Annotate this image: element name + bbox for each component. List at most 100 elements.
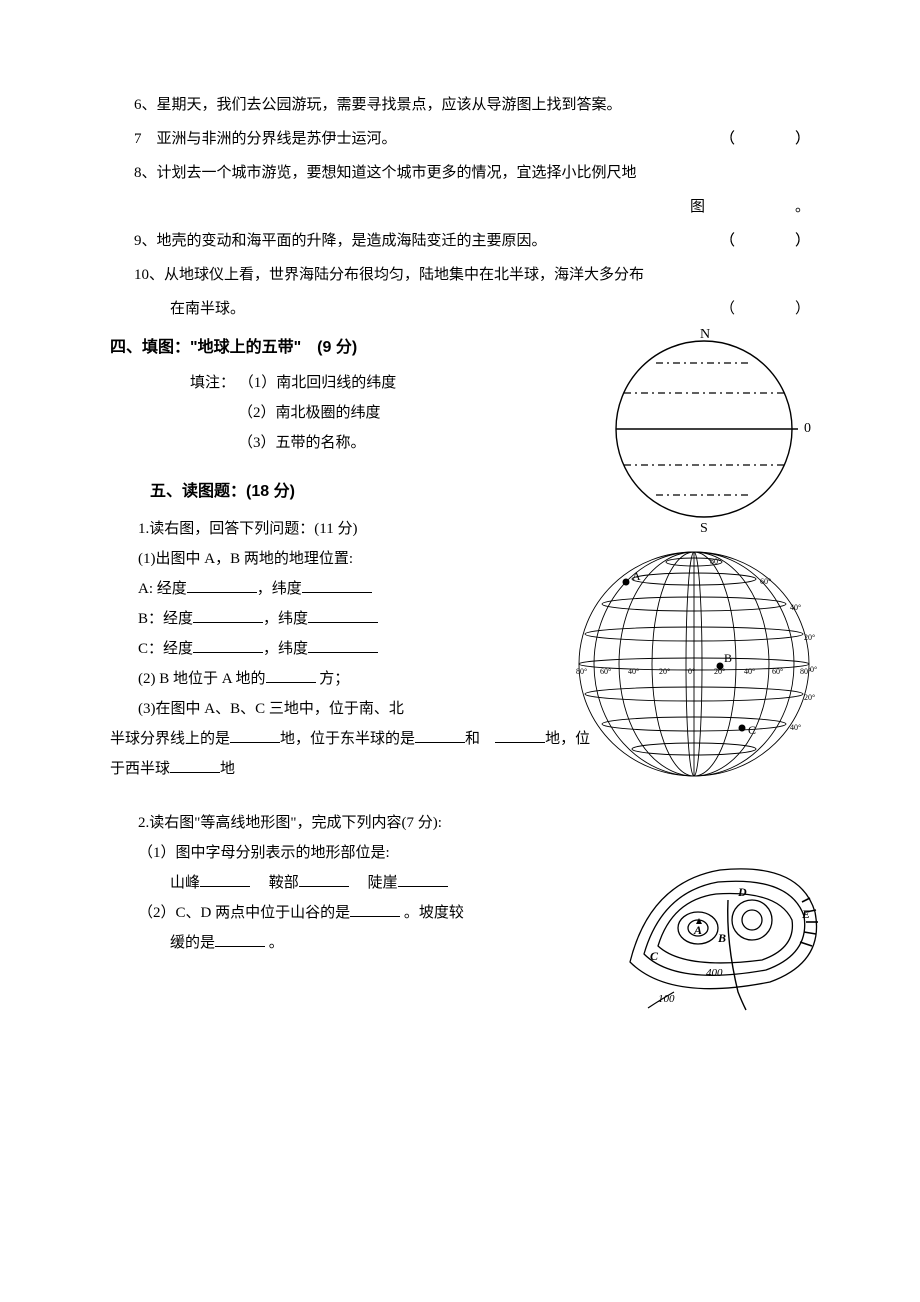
p3b2: 地，位于东半球的是 (280, 731, 415, 747)
s5-q1-C-label: C：经度 (138, 641, 193, 657)
q8-text-a: 8、计划去一个城市游览，要想知道这个城市更多的情况，宜选择小比例尺地 (134, 165, 637, 181)
q9-text: 9、地壳的变动和海平面的升降，是造成海陆变迁的主要原因。 (134, 233, 547, 249)
zone-diagram: N S 0 (594, 324, 824, 534)
s5-q1-C: C：经度 ，纬度 (110, 634, 470, 664)
p3c1: 于西半球 (110, 761, 170, 777)
blank[interactable] (230, 727, 280, 743)
section5-q2-block: 2.读右图"等高线地形图"，完成下列内容(7 分): （1）图中字母分别表示的地… (110, 808, 810, 958)
svg-text:40°: 40° (744, 667, 755, 676)
section4-lead: 填注： (190, 375, 235, 391)
question-8-line1: 8、计划去一个城市游览，要想知道这个城市更多的情况，宜选择小比例尺地 (110, 158, 810, 188)
q10-text-a: 10、从地球仪上看，世界海陆分布很均匀，陆地集中在北半球，海洋大多分布 (134, 267, 644, 283)
s5-q1-p3a: (3)在图中 A、B、C 三地中，位于南、北 (110, 694, 470, 724)
svg-text:40°: 40° (790, 723, 801, 732)
paren: （ ） (720, 124, 810, 154)
q10-text-b: 在南半球。 (170, 301, 245, 317)
globe-A-label: A (632, 569, 641, 583)
question-8-line2: 图 。 (110, 192, 810, 222)
q7-text: 7 亚洲与非洲的分界线是苏伊士运河。 (134, 131, 397, 147)
svg-text:60°: 60° (600, 667, 611, 676)
question-9: 9、地壳的变动和海平面的升降，是造成海陆变迁的主要原因。 （ ） (110, 226, 810, 256)
zone-N-label: N (700, 327, 710, 342)
question-10-line1: 10、从地球仪上看，世界海陆分布很均匀，陆地集中在北半球，海洋大多分布 (110, 260, 810, 290)
blank[interactable] (193, 637, 263, 653)
svg-text:20°: 20° (659, 667, 670, 676)
question-6: 6、星期天，我们去公园游玩，需要寻找景点，应该从导游图上找到答案。 (110, 90, 810, 120)
s5-q1-B: B：经度 ，纬度 (110, 604, 470, 634)
blank[interactable] (302, 577, 372, 593)
blank[interactable] (170, 757, 220, 773)
lat-label: ，纬度 (263, 611, 308, 627)
s5-q1-B-label: B：经度 (138, 611, 193, 627)
p3b3: 和 (465, 731, 480, 747)
q8-period: 。 (795, 192, 810, 222)
paren: （ ） (720, 226, 810, 256)
blank[interactable] (299, 871, 349, 887)
svg-text:20°: 20° (804, 633, 815, 642)
svg-text:20°: 20° (804, 693, 815, 702)
blank[interactable] (266, 667, 316, 683)
label-cliff: 陡崖 (368, 875, 398, 891)
contour-heights: 400 100 (658, 967, 723, 1005)
blank[interactable] (350, 901, 400, 917)
svg-text:C: C (650, 949, 659, 963)
p2d: 。 (269, 935, 284, 951)
blank[interactable] (200, 871, 250, 887)
lat-label: ，纬度 (257, 581, 302, 597)
p3c2: 地 (220, 761, 235, 777)
s5-q2-lead: 2.读右图"等高线地形图"，完成下列内容(7 分): (110, 808, 810, 838)
s5-q1-p2: (2) B 地位于 A 地的 方； (110, 664, 470, 694)
label-saddle: 鞍部 (269, 875, 299, 891)
svg-text:B: B (717, 931, 726, 945)
blank[interactable] (308, 607, 378, 623)
blank[interactable] (187, 577, 257, 593)
svg-text:E: E (801, 907, 810, 921)
svg-text:80°: 80° (710, 557, 721, 566)
svg-text:60°: 60° (772, 667, 783, 676)
s5-q1-A-label: A: 经度 (138, 581, 187, 597)
p2b: 。坡度较 (404, 905, 464, 921)
q6-text: 6、星期天，我们去公园游玩，需要寻找景点，应该从导游图上找到答案。 (134, 97, 622, 113)
section-4-block: 四、填图："地球上的五带" (9 分) 填注： （1）南北回归线的纬度 （2）南… (110, 332, 810, 458)
blank[interactable] (215, 931, 265, 947)
svg-text:40°: 40° (628, 667, 639, 676)
p2a: （2）C、D 两点中位于山谷的是 (138, 905, 350, 921)
lat-label: ，纬度 (263, 641, 308, 657)
paren: （ ） (720, 294, 810, 324)
s5-q1-A: A: 经度 ，纬度 (110, 574, 470, 604)
globe-point-A (623, 579, 630, 586)
svg-text:100: 100 (658, 993, 675, 1005)
svg-text:20°: 20° (714, 667, 725, 676)
contour-diagram: A B C D E 400 100 (610, 842, 830, 1012)
blank[interactable] (398, 871, 448, 887)
s5-q1-p2b: 方； (316, 671, 350, 687)
question-10-line2: 在南半球。 （ ） (110, 294, 810, 324)
svg-text:D: D (737, 885, 747, 899)
blank[interactable] (193, 607, 263, 623)
svg-text:0°: 0° (810, 665, 817, 674)
s5-q2-p2: （2）C、D 两点中位于山谷的是 。坡度较 (110, 898, 518, 928)
q8-tu: 图 (690, 199, 705, 215)
globe-B-label: B (724, 651, 732, 665)
p2c: 缓的是 (170, 935, 215, 951)
s5-q1-lead: 1.读右图，回答下列问题：(11 分) (110, 514, 470, 544)
section5-q1-block: 1.读右图，回答下列问题：(11 分) (1)出图中 A，B 两地的地理位置: … (110, 514, 810, 784)
svg-text:40°: 40° (790, 603, 801, 612)
s5-q1-p1: (1)出图中 A，B 两地的地理位置: (110, 544, 470, 574)
blank[interactable] (415, 727, 465, 743)
blank[interactable] (495, 727, 545, 743)
globe-point-C (739, 725, 746, 732)
svg-text:60°: 60° (760, 577, 771, 586)
label-peak: 山峰 (170, 875, 200, 891)
question-7: 7 亚洲与非洲的分界线是苏伊士运河。 （ ） (110, 124, 810, 154)
zone-0-label: 0 (804, 421, 811, 436)
svg-text:80°: 80° (576, 667, 587, 676)
svg-text:0°: 0° (688, 667, 695, 676)
globe-diagram: A B C 80°60°40° 20°0°20° 40°60°80° 80°60… (564, 544, 824, 794)
s5-q1-p2a: (2) B 地位于 A 地的 (138, 671, 266, 687)
svg-text:400: 400 (706, 967, 723, 979)
svg-text:A: A (693, 923, 702, 937)
p3b1: 半球分界线上的是 (110, 731, 230, 747)
blank[interactable] (308, 637, 378, 653)
globe-C-label: C (748, 723, 756, 737)
